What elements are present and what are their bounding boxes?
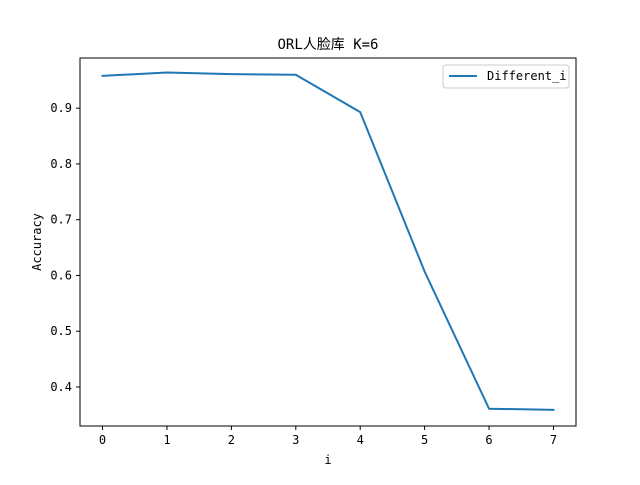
x-tick-label: 7 [550, 433, 557, 447]
x-tick-label: 2 [228, 433, 235, 447]
y-tick-label: 0.8 [50, 157, 72, 171]
y-tick-label: 0.7 [50, 213, 72, 227]
y-tick-label: 0.6 [50, 268, 72, 282]
x-tick-label: 6 [485, 433, 492, 447]
legend: Different_i [442, 64, 570, 89]
x-axis-label: i [324, 453, 331, 467]
x-tick-label: 3 [292, 433, 299, 447]
x-axis-ticks: 0 1 2 3 4 5 6 7 [99, 426, 557, 447]
y-axis-label: Accuracy [30, 213, 44, 271]
x-tick-label: 5 [421, 433, 428, 447]
y-axis-ticks: 0.4 0.5 0.6 0.7 0.8 0.9 [50, 101, 80, 394]
x-tick-label: 0 [99, 433, 106, 447]
series-line-0 [101, 71, 555, 411]
x-tick-label: 4 [357, 433, 364, 447]
legend-label: Different_i [487, 69, 566, 83]
x-tick-label: 1 [163, 433, 170, 447]
plot-area [101, 71, 555, 411]
axes-frame [79, 57, 577, 427]
legend-box [442, 64, 570, 89]
y-tick-label: 0.9 [50, 101, 72, 115]
chart-title: ORL人脸库 K=6 [277, 37, 378, 53]
y-tick-label: 0.4 [50, 380, 72, 394]
y-tick-label: 0.5 [50, 324, 72, 338]
